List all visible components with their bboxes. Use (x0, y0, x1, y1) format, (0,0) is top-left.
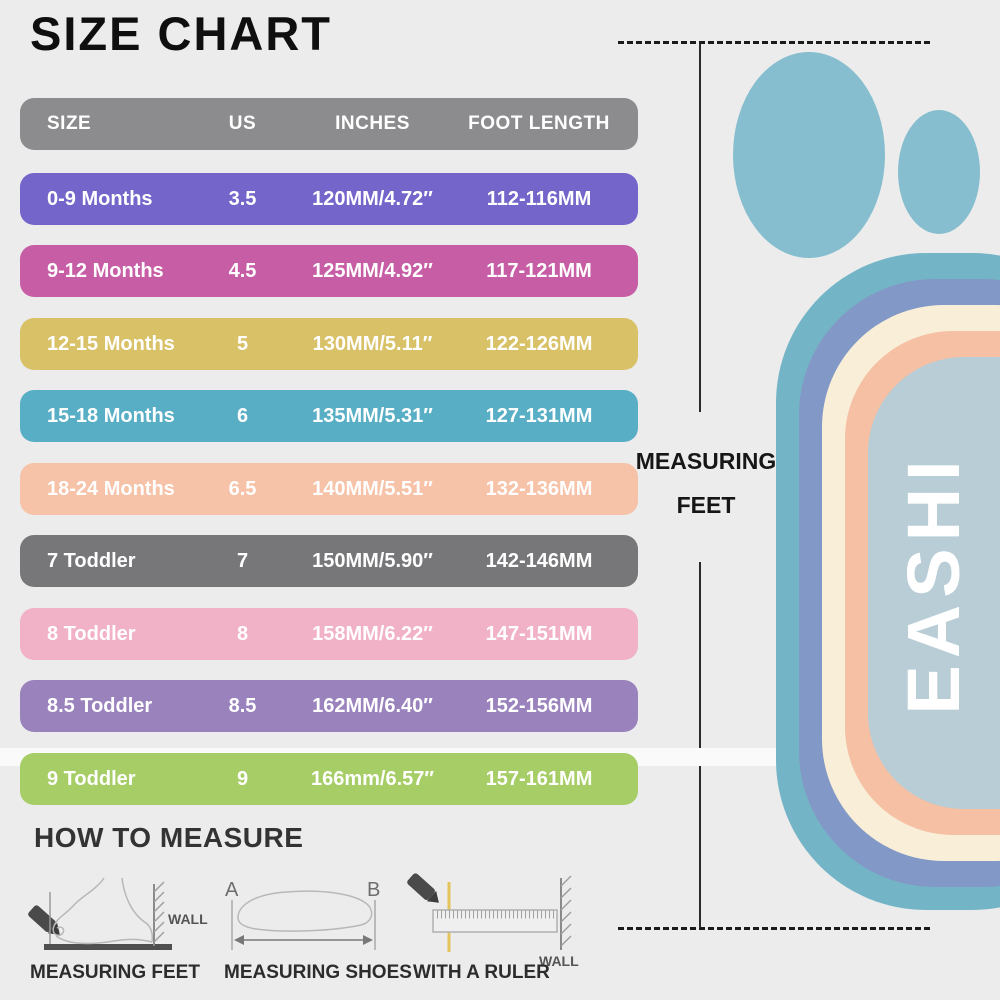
measuring-feet-annotation-line2: FEET (676, 492, 736, 518)
measuring-feet-annotation: MEASURING FEET (616, 448, 796, 519)
brand-watermark-text: EASHI (892, 453, 975, 715)
row-us: 4.5 (228, 259, 257, 282)
foot-profile-sketch (52, 877, 153, 945)
wall-label: WALL (539, 953, 579, 969)
row-inches: 135MM/5.31″ (312, 404, 433, 427)
vertical-guide-line-upper (699, 44, 701, 412)
floor-baseline (44, 944, 172, 950)
shoe-outline-sketch (237, 890, 373, 932)
measuring-shoes-diagram: A B (225, 879, 380, 950)
row-foot-length: 157-161MM (485, 767, 593, 790)
row-foot-length: 152-156MM (485, 694, 593, 717)
length-arrow (234, 935, 373, 945)
row-foot-length: 132-136MM (485, 477, 593, 500)
wall-hatching (560, 875, 572, 950)
measuring-shoes-caption: MEASURING SHOES (224, 962, 412, 983)
row-size: 0-9 Months (47, 187, 153, 210)
row-size: 8.5 Toddler (47, 694, 153, 717)
ruler-body (432, 909, 558, 933)
table-row: 8 Toddler 8 158MM/6.22″ 147-151MM (20, 608, 638, 660)
table-row: 12-15 Months 5 130MM/5.11″ 122-126MM (20, 318, 638, 370)
big-toe-shape (733, 52, 885, 258)
point-a-label: A (225, 879, 239, 901)
wall-hatching (153, 881, 165, 946)
row-us: 3.5 (228, 187, 257, 210)
size-table: SIZE US INCHES FOOT LENGTH 0-9 Months 3.… (20, 98, 638, 808)
row-us: 8.5 (228, 694, 257, 717)
size-table-header: SIZE US INCHES FOOT LENGTH (20, 98, 638, 150)
vertical-guide-line-lower (699, 562, 701, 928)
row-us: 7 (236, 549, 249, 572)
row-foot-length: 122-126MM (485, 332, 593, 355)
pencil-icon (407, 873, 439, 903)
table-row: 9 Toddler 9 166mm/6.57″ 157-161MM (20, 753, 638, 805)
measuring-feet-annotation-line1: MEASURING (635, 448, 777, 474)
row-us: 9 (236, 767, 249, 790)
row-size: 18-24 Months (47, 477, 175, 500)
row-us: 5 (236, 332, 249, 355)
measuring-feet-caption: MEASURING FEET (30, 962, 200, 983)
wall-label: WALL (168, 911, 208, 927)
row-inches: 162MM/6.40″ (312, 694, 433, 717)
table-row: 0-9 Months 3.5 120MM/4.72″ 112-116MM (20, 173, 638, 225)
measuring-feet-diagram: WALL (28, 877, 208, 950)
small-toe-shape (898, 110, 980, 234)
header-inches: INCHES (335, 113, 410, 134)
row-inches: 120MM/4.72″ (312, 187, 433, 210)
table-row: 7 Toddler 7 150MM/5.90″ 142-146MM (20, 535, 638, 587)
pencil-icon (28, 905, 60, 935)
sole-layer-inner (868, 357, 1000, 809)
row-size: 15-18 Months (47, 404, 175, 427)
table-row: 8.5 Toddler 8.5 162MM/6.40″ 152-156MM (20, 680, 638, 732)
row-size: 8 Toddler (47, 622, 136, 645)
row-inches: 130MM/5.11″ (312, 332, 433, 355)
point-b-label: B (367, 879, 380, 901)
row-inches: 140MM/5.51″ (312, 477, 433, 500)
row-us: 6 (236, 404, 249, 427)
footprint-illustration (733, 52, 1000, 910)
row-size: 7 Toddler (47, 549, 136, 572)
row-us: 6.5 (228, 477, 257, 500)
header-us: US (228, 113, 257, 134)
row-foot-length: 117-121MM (486, 259, 592, 282)
with-a-ruler-diagram: WALL (407, 873, 579, 969)
row-foot-length: 127-131MM (485, 404, 593, 427)
row-inches: 166mm/6.57″ (311, 767, 434, 790)
page-title: SIZE CHART (30, 7, 332, 60)
row-inches: 158MM/6.22″ (312, 622, 433, 645)
table-row: 15-18 Months 6 135MM/5.31″ 127-131MM (20, 390, 638, 442)
row-size: 12-15 Months (47, 332, 175, 355)
how-to-measure-title: HOW TO MEASURE (34, 822, 304, 853)
row-size: 9-12 Months (47, 259, 164, 282)
row-size: 9 Toddler (47, 767, 136, 790)
bottom-dashed-guide-line (618, 927, 930, 930)
row-foot-length: 142-146MM (485, 549, 593, 572)
row-us: 8 (236, 622, 249, 645)
row-inches: 150MM/5.90″ (312, 549, 433, 572)
row-inches: 125MM/4.92″ (312, 259, 433, 282)
with-a-ruler-caption: WITH A RULER (413, 962, 550, 983)
top-dashed-guide-line (618, 41, 930, 44)
row-foot-length: 112-116MM (486, 187, 592, 210)
header-foot-length: FOOT LENGTH (468, 113, 610, 134)
table-row: 18-24 Months 6.5 140MM/5.51″ 132-136MM (20, 463, 638, 515)
row-foot-length: 147-151MM (485, 622, 593, 645)
table-row: 9-12 Months 4.5 125MM/4.92″ 117-121MM (20, 245, 638, 297)
header-size: SIZE (47, 113, 92, 134)
